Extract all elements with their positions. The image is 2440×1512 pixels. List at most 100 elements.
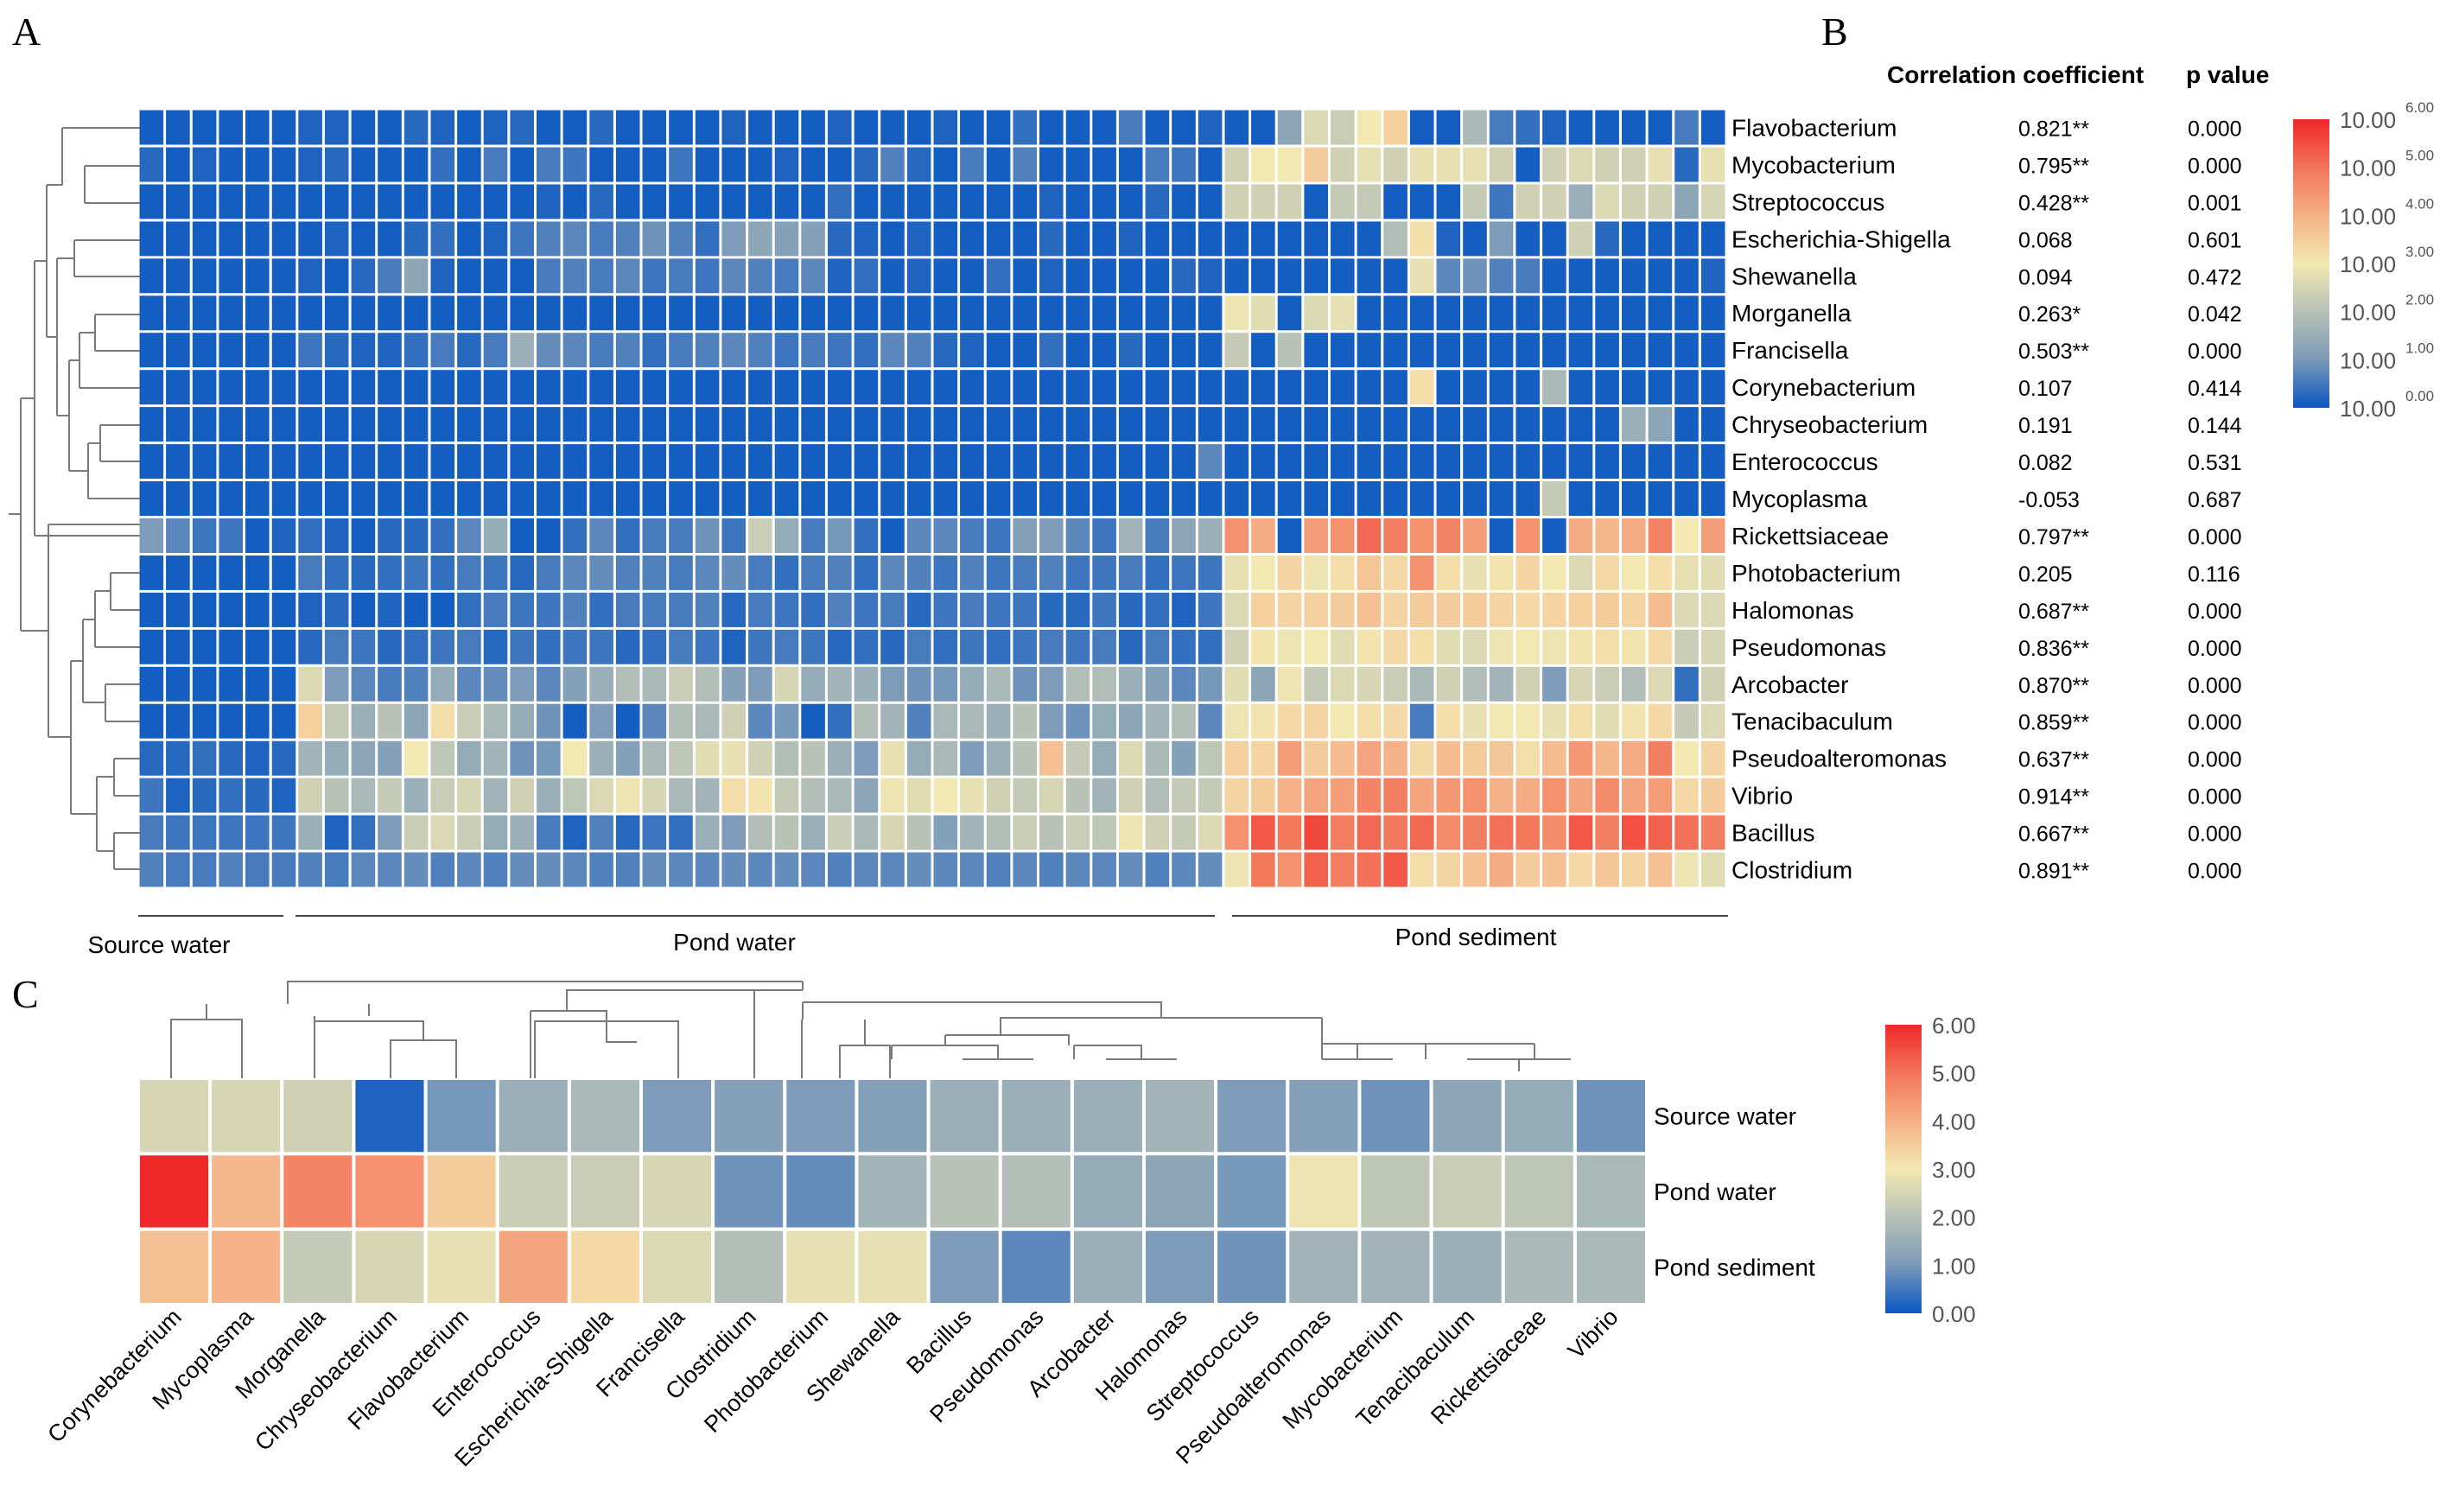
heatmap-a-cell <box>1198 629 1223 664</box>
heatmap-a-cell <box>1331 703 1355 739</box>
heatmap-a-cell <box>1595 815 1619 850</box>
heatmap-a-cell <box>1331 815 1355 850</box>
heatmap-a-cell <box>1224 370 1249 405</box>
heatmap-a-cell <box>430 444 455 480</box>
heatmap-a-cell <box>1436 852 1461 887</box>
heatmap-a-cell <box>1463 295 1487 331</box>
heatmap-a-cell <box>1092 852 1116 887</box>
heatmap-a-cell <box>1224 815 1249 850</box>
heatmap-a-cell <box>1700 221 1725 257</box>
heatmap-a-cell <box>403 740 429 776</box>
heatmap-a-cell <box>1145 740 1170 776</box>
heatmap-c-cell <box>1504 1155 1573 1228</box>
heatmap-a-cell <box>669 740 693 776</box>
heatmap-a-cell <box>192 592 217 627</box>
heatmap-a-cell <box>166 295 190 331</box>
heatmap-c-cell <box>427 1155 496 1228</box>
heatmap-a-cell <box>1172 815 1196 850</box>
heatmap-a-cell <box>1118 815 1143 850</box>
heatmap-a-cell <box>1172 407 1196 442</box>
heatmap-a-cell <box>1409 444 1434 480</box>
heatmap-a-cell <box>166 666 190 702</box>
heatmap-a-cell <box>828 740 852 776</box>
heatmap-a-cell <box>245 444 270 480</box>
heatmap-a-cell <box>669 110 693 145</box>
heatmap-a-cell <box>721 666 746 702</box>
heatmap-a-cell <box>245 258 270 294</box>
heatmap-a-cell <box>430 184 455 219</box>
heatmap-a-cell <box>642 555 667 590</box>
heatmap-a-cell <box>1700 295 1725 331</box>
heatmap-c-cell <box>1576 1080 1645 1153</box>
heatmap-a-cell <box>1595 518 1619 553</box>
heatmap-a-cell <box>1039 740 1064 776</box>
heatmap-a-cell <box>1065 221 1090 257</box>
heatmap-a-cell <box>139 444 164 480</box>
heatmap-a-cell <box>589 407 613 442</box>
heatmap-a-cell <box>589 481 613 516</box>
heatmap-a-cell <box>1065 110 1090 145</box>
heatmap-a-cell <box>1674 518 1699 553</box>
heatmap-a-cell <box>933 258 958 294</box>
heatmap-a-cell <box>748 295 772 331</box>
heatmap-a-cell <box>1039 852 1064 887</box>
heatmap-a-cell <box>774 221 799 257</box>
heatmap-a-cell <box>1568 555 1593 590</box>
heatmap-a-cell <box>933 295 958 331</box>
heatmap-a-cell <box>1304 481 1328 516</box>
heatmap-a-cell <box>721 333 746 368</box>
heatmap-a-cell <box>351 444 376 480</box>
heatmap-a-cell <box>219 147 243 182</box>
heatmap-a-cell <box>1436 258 1461 294</box>
heatmap-a-cell <box>1674 592 1699 627</box>
heatmap-c-cell <box>499 1155 568 1228</box>
heatmap-a-cell <box>880 852 905 887</box>
heatmap-a-cell <box>1674 666 1699 702</box>
heatmap-a-cell <box>1331 295 1355 331</box>
heatmap-a-cell <box>483 481 508 516</box>
heatmap-a-cell <box>721 518 746 553</box>
heatmap-a-cell <box>1013 703 1037 739</box>
heatmap-a-cell <box>403 147 429 182</box>
heatmap-a-cell <box>351 592 376 627</box>
heatmap-a-cell <box>1172 555 1196 590</box>
heatmap-a-cell <box>960 333 984 368</box>
heatmap-a-cell <box>1065 147 1090 182</box>
heatmap-a-cell <box>1595 221 1619 257</box>
heatmap-a-cell <box>642 740 667 776</box>
heatmap-a-cell <box>589 592 613 627</box>
table-p-value: 0.687 <box>2188 488 2242 512</box>
heatmap-a-cell <box>1463 852 1487 887</box>
heatmap-a-cell <box>986 778 1011 813</box>
heatmap-a-cell <box>1118 221 1143 257</box>
heatmap-a-cell <box>166 258 190 294</box>
heatmap-a-cell <box>403 666 429 702</box>
heatmap-a-cell <box>457 740 481 776</box>
heatmap-a-cell <box>510 110 534 145</box>
heatmap-a-cell <box>669 555 693 590</box>
heatmap-a-cell <box>642 518 667 553</box>
heatmap-a-cell <box>1224 110 1249 145</box>
heatmap-a-cell <box>1198 444 1223 480</box>
heatmap-a-cell <box>219 258 243 294</box>
heatmap-a-cell <box>1383 852 1407 887</box>
heatmap-a-cell <box>1118 778 1143 813</box>
heatmap-a-cell <box>562 258 588 294</box>
heatmap-a-cell <box>774 407 799 442</box>
heatmap-a-cell <box>537 592 561 627</box>
heatmap-a-cell <box>801 295 825 331</box>
heatmap-c-cell <box>1001 1155 1071 1228</box>
heatmap-a-cell <box>1065 481 1090 516</box>
heatmap-a-cell <box>906 184 931 219</box>
heatmap-a-cell <box>1331 333 1355 368</box>
heatmap-a-cell <box>1092 740 1116 776</box>
heatmap-a-cell <box>324 629 349 664</box>
heatmap-a-cell <box>298 666 322 702</box>
heatmap-a-cell <box>1331 518 1355 553</box>
heatmap-a-cell <box>166 110 190 145</box>
heatmap-a-cell <box>933 555 958 590</box>
heatmap-a-cell <box>1172 110 1196 145</box>
heatmap-a-cell <box>1463 444 1487 480</box>
heatmap-a-cell <box>351 295 376 331</box>
heatmap-a-cell <box>1674 258 1699 294</box>
